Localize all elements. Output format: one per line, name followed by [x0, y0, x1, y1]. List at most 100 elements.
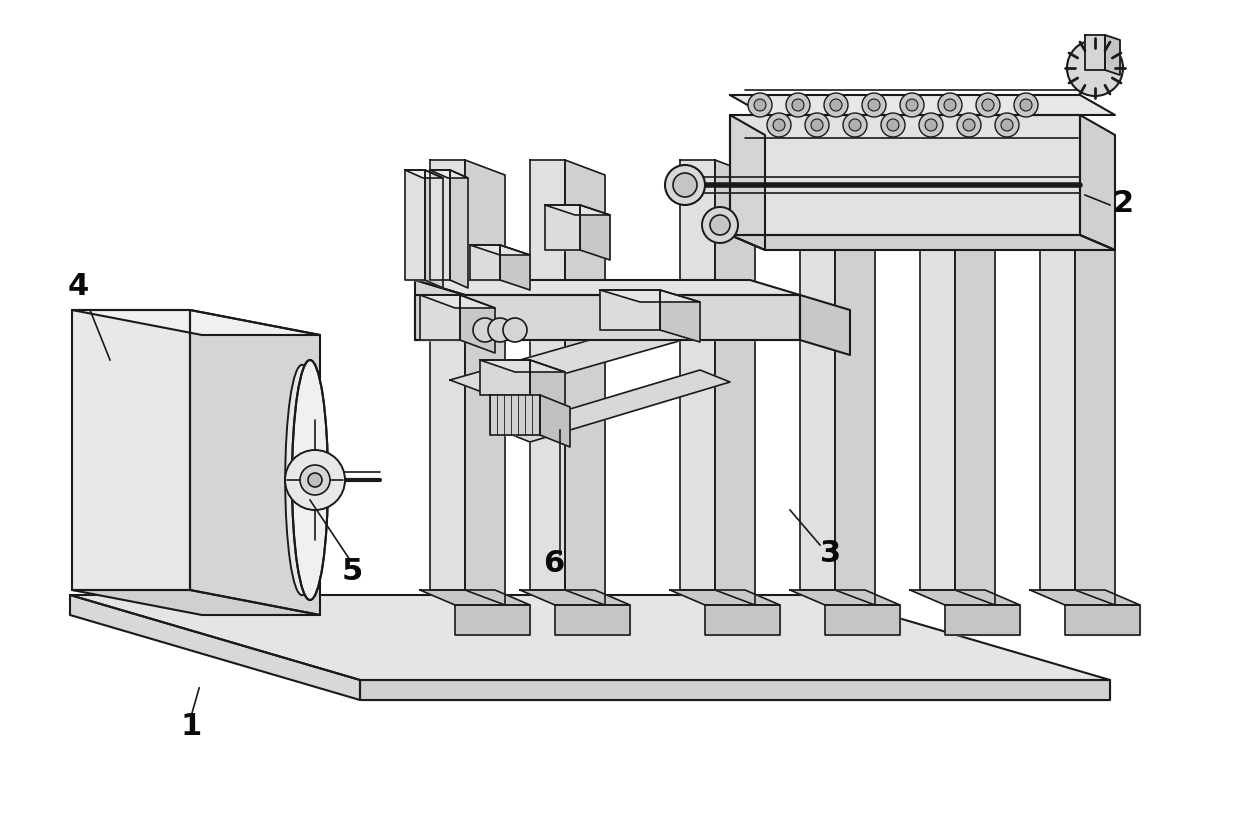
Polygon shape	[1040, 160, 1075, 590]
Polygon shape	[460, 295, 496, 353]
Polygon shape	[555, 605, 629, 635]
Polygon shape	[835, 160, 875, 605]
Polygon shape	[501, 245, 530, 290]
Text: 6: 6	[543, 549, 564, 578]
Polygon shape	[501, 370, 730, 442]
Circle shape	[862, 93, 886, 117]
Circle shape	[849, 119, 861, 131]
Polygon shape	[450, 320, 700, 395]
Circle shape	[869, 99, 880, 111]
Polygon shape	[1105, 35, 1120, 75]
Polygon shape	[420, 590, 530, 605]
Polygon shape	[455, 605, 530, 635]
Circle shape	[983, 99, 994, 111]
Polygon shape	[72, 590, 320, 615]
Ellipse shape	[292, 360, 328, 600]
Text: 2: 2	[1113, 189, 1134, 218]
Circle shape	[488, 318, 512, 342]
Polygon shape	[430, 160, 465, 590]
Circle shape	[963, 119, 975, 131]
Circle shape	[926, 119, 937, 131]
Circle shape	[944, 99, 957, 111]
Circle shape	[976, 93, 1000, 117]
Polygon shape	[545, 205, 610, 215]
Polygon shape	[580, 205, 610, 260]
Polygon shape	[670, 590, 781, 605]
Text: 1: 1	[180, 712, 201, 741]
Ellipse shape	[285, 365, 318, 595]
Polygon shape	[705, 605, 781, 635]
Polygon shape	[1085, 35, 1105, 70]
Polygon shape	[420, 295, 496, 308]
Circle shape	[309, 473, 322, 487]
Polygon shape	[190, 310, 320, 615]
Polygon shape	[730, 95, 1115, 115]
Polygon shape	[415, 280, 465, 340]
Circle shape	[1014, 93, 1038, 117]
Polygon shape	[680, 160, 715, 590]
Polygon shape	[715, 160, 755, 605]
Text: 3: 3	[820, 539, 841, 568]
Circle shape	[830, 99, 843, 111]
Polygon shape	[415, 280, 800, 295]
Polygon shape	[69, 595, 1110, 680]
Polygon shape	[909, 590, 1020, 605]
Circle shape	[767, 113, 790, 137]
Polygon shape	[955, 160, 995, 605]
Circle shape	[710, 215, 730, 235]
Polygon shape	[470, 245, 530, 255]
Polygon shape	[72, 310, 190, 590]
Polygon shape	[1066, 605, 1140, 635]
Circle shape	[773, 119, 786, 131]
Text: 5: 5	[342, 557, 363, 586]
Polygon shape	[69, 595, 361, 700]
Polygon shape	[825, 605, 900, 635]
Polygon shape	[600, 290, 700, 302]
Polygon shape	[800, 160, 835, 590]
Circle shape	[300, 465, 330, 495]
Polygon shape	[1030, 590, 1140, 605]
Polygon shape	[790, 590, 900, 605]
Polygon shape	[450, 170, 468, 288]
Circle shape	[792, 99, 804, 111]
Polygon shape	[530, 360, 565, 407]
Circle shape	[900, 93, 924, 117]
Polygon shape	[730, 115, 764, 250]
Polygon shape	[921, 160, 955, 590]
Circle shape	[1067, 40, 1123, 96]
Polygon shape	[470, 245, 501, 280]
Circle shape	[1001, 119, 1014, 131]
Circle shape	[503, 318, 527, 342]
Polygon shape	[430, 170, 450, 280]
Circle shape	[881, 113, 904, 137]
Circle shape	[938, 93, 961, 117]
Circle shape	[843, 113, 867, 137]
Polygon shape	[520, 590, 629, 605]
Polygon shape	[945, 605, 1020, 635]
Text: 4: 4	[68, 272, 89, 301]
Polygon shape	[600, 290, 660, 330]
Circle shape	[995, 113, 1018, 137]
Polygon shape	[530, 160, 565, 590]
Polygon shape	[405, 170, 425, 280]
Polygon shape	[489, 395, 540, 435]
Circle shape	[887, 119, 900, 131]
Circle shape	[285, 450, 344, 510]
Circle shape	[703, 207, 738, 243]
Polygon shape	[800, 295, 850, 355]
Polygon shape	[660, 290, 700, 342]
Polygon shape	[405, 170, 444, 178]
Polygon shape	[545, 205, 580, 250]
Circle shape	[748, 93, 772, 117]
Circle shape	[755, 99, 766, 111]
Polygon shape	[479, 360, 565, 372]
Circle shape	[805, 113, 829, 137]
Circle shape	[1020, 99, 1032, 111]
Circle shape	[786, 93, 810, 117]
Polygon shape	[425, 170, 444, 288]
Circle shape	[673, 173, 698, 197]
Polygon shape	[430, 170, 468, 178]
Polygon shape	[540, 395, 570, 447]
Polygon shape	[1075, 160, 1115, 605]
Circle shape	[906, 99, 918, 111]
